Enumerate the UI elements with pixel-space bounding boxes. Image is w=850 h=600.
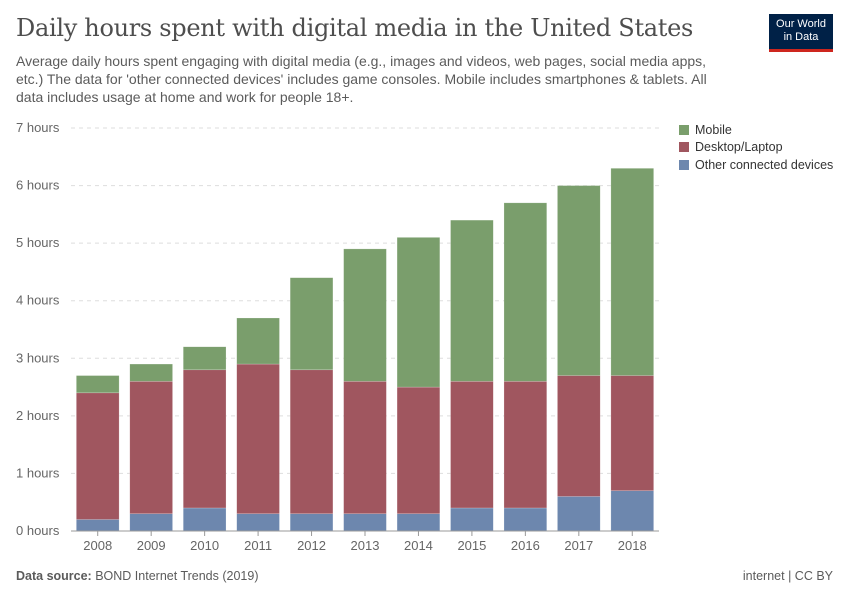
x-tick-label: 2016 — [511, 538, 540, 553]
y-tick-label: 4 hours — [16, 293, 60, 308]
bar-desktop-laptop-2010 — [183, 369, 227, 509]
bar-desktop-laptop-2011 — [236, 363, 280, 514]
owid-logo[interactable]: Our World in Data — [769, 14, 833, 52]
x-tick-label: 2013 — [351, 538, 380, 553]
y-tick-label: 6 hours — [16, 178, 60, 193]
legend-item[interactable]: Mobile — [679, 121, 833, 139]
bar-other-connected-devices-2010 — [183, 507, 227, 532]
y-tick-label: 2 hours — [16, 408, 60, 423]
bar-mobile-2017 — [557, 185, 601, 376]
y-tick-label: 3 hours — [16, 350, 60, 365]
legend-label: Mobile — [695, 122, 732, 137]
bar-mobile-2015 — [450, 219, 494, 382]
bar-other-connected-devices-2012 — [289, 513, 334, 532]
logo-line2: in Data — [783, 31, 819, 43]
bar-other-connected-devices-2008 — [76, 519, 120, 532]
bar-mobile-2010 — [183, 346, 227, 371]
bar-mobile-2009 — [129, 363, 173, 382]
source-label: Data source: — [16, 569, 92, 583]
bar-mobile-2013 — [343, 248, 387, 382]
bar-mobile-2012 — [289, 277, 334, 371]
bar-desktop-laptop-2018 — [610, 375, 654, 491]
x-tick-label: 2014 — [404, 538, 433, 553]
bar-desktop-laptop-2013 — [343, 381, 387, 514]
legend-item[interactable]: Other connected devices — [679, 156, 833, 174]
bar-desktop-laptop-2016 — [503, 381, 547, 509]
bar-other-connected-devices-2009 — [129, 513, 173, 532]
x-tick-label: 2011 — [244, 538, 272, 553]
chart-title: Daily hours spent with digital media in … — [16, 14, 694, 42]
bar-other-connected-devices-2014 — [396, 513, 441, 532]
y-tick-label: 7 hours — [16, 120, 60, 135]
license[interactable]: internet | CC BY — [742, 569, 833, 583]
x-tick-label: 2018 — [618, 538, 647, 553]
legend-item[interactable]: Desktop/Laptop — [679, 139, 833, 157]
logo-line1: Our World — [776, 18, 826, 30]
source-link[interactable]: BOND Internet Trends (2019) — [95, 569, 259, 583]
legend: Mobile Desktop/Laptop Other connected devi… — [679, 121, 833, 174]
bar-desktop-laptop-2012 — [289, 369, 334, 514]
legend-swatch — [679, 142, 689, 153]
bar-mobile-2014 — [396, 237, 441, 388]
x-tick-label: 2017 — [564, 538, 593, 553]
bar-other-connected-devices-2016 — [503, 507, 547, 532]
bar-other-connected-devices-2013 — [343, 513, 387, 532]
chart-subtitle: Average daily hours spent engaging with … — [16, 53, 707, 105]
legend-label: Desktop/Laptop — [695, 140, 783, 155]
bar-mobile-2008 — [76, 375, 120, 394]
y-tick-label: 0 hours — [16, 523, 60, 538]
legend-swatch — [679, 159, 689, 170]
bar-desktop-laptop-2014 — [396, 386, 441, 514]
bar-desktop-laptop-2009 — [129, 381, 173, 514]
bar-desktop-laptop-2017 — [557, 375, 601, 497]
bar-other-connected-devices-2017 — [557, 496, 601, 532]
bar-mobile-2016 — [503, 202, 547, 382]
y-tick-label: 1 hours — [16, 465, 60, 480]
legend-label: Other connected devices — [695, 157, 834, 172]
x-tick-label: 2010 — [190, 538, 219, 553]
x-tick-label: 2015 — [457, 538, 486, 553]
x-tick-label: 2009 — [137, 538, 166, 553]
bar-other-connected-devices-2018 — [610, 490, 654, 532]
bar-mobile-2011 — [236, 317, 280, 365]
y-tick-label: 5 hours — [16, 235, 60, 250]
x-tick-label: 2012 — [297, 538, 326, 553]
bar-other-connected-devices-2011 — [236, 513, 280, 532]
bar-desktop-laptop-2008 — [76, 392, 120, 520]
bar-mobile-2018 — [610, 168, 654, 376]
legend-swatch — [679, 124, 689, 135]
bar-desktop-laptop-2015 — [450, 381, 494, 509]
data-source: Data source: BOND Internet Trends (2019) — [16, 569, 259, 583]
x-tick-label: 2008 — [83, 538, 112, 553]
bar-other-connected-devices-2015 — [450, 507, 494, 532]
